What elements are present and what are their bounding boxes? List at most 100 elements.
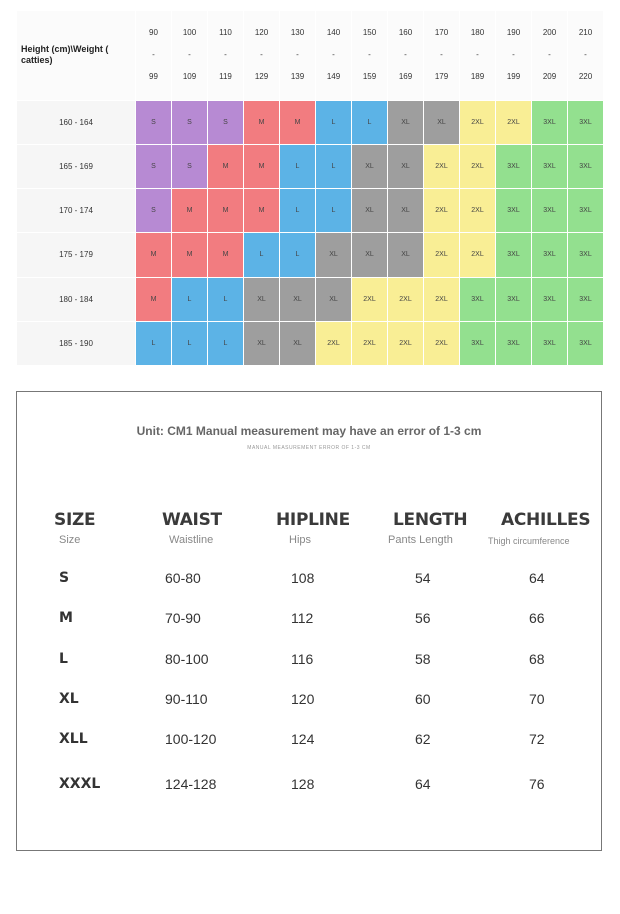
size-cell: XL <box>315 276 352 322</box>
size-cell: 3XL <box>495 187 532 234</box>
weight-to: 220 <box>578 72 593 82</box>
size-cell: 3XL <box>531 232 568 278</box>
size-label: L <box>59 651 68 667</box>
size-cell: XL <box>423 99 460 145</box>
size-cell: XL <box>351 187 388 234</box>
size-label: XLL <box>59 731 88 747</box>
size-cell: 2XL <box>423 143 460 190</box>
height-range-label: 185 - 190 <box>16 320 136 367</box>
hipline-value: 120 <box>291 691 315 707</box>
col-header-achilles: ACHILLES <box>501 510 591 530</box>
size-cell: 2XL <box>387 320 424 367</box>
weight-from: 100 <box>182 28 197 38</box>
size-cell: L <box>279 143 316 190</box>
col-header-length: LENGTH <box>393 510 468 530</box>
weight-range: 140 - 149 <box>315 10 352 101</box>
weight-range: 170 - 179 <box>423 10 460 101</box>
size-cell: 3XL <box>531 276 568 322</box>
weight-from: 160 <box>398 28 413 38</box>
achilles-value: 68 <box>529 651 545 667</box>
size-cell: 3XL <box>495 276 532 322</box>
grid-row: 185 - 190 L L L XL XL 2XL 2XL 2XL 2XL 3XL 3XL 3XL 3XL <box>16 320 604 367</box>
weight-from: 180 <box>470 28 485 38</box>
size-cell: XL <box>387 232 424 278</box>
waist-value: 100-120 <box>165 731 217 747</box>
weight-to: 109 <box>182 72 197 82</box>
size-cell: 2XL <box>351 276 388 322</box>
size-cell: L <box>135 320 172 367</box>
hipline-value: 128 <box>291 776 315 792</box>
size-cell: M <box>243 143 280 190</box>
weight-dash: - <box>224 50 227 60</box>
size-cell: XL <box>387 187 424 234</box>
size-cell: 3XL <box>531 320 568 367</box>
size-cell: S <box>135 99 172 145</box>
weight-to: 189 <box>470 72 485 82</box>
size-cell: S <box>135 187 172 234</box>
size-cell: S <box>207 99 244 145</box>
size-cell: M <box>207 232 244 278</box>
unit-note: Unit: CM1 Manual measurement may have an… <box>136 424 482 438</box>
weight-dash: - <box>548 50 551 60</box>
achilles-value: 66 <box>529 610 545 626</box>
length-value: 56 <box>415 610 431 626</box>
length-value: 60 <box>415 691 431 707</box>
size-label: S <box>59 570 70 586</box>
weight-dash: - <box>260 50 263 60</box>
weight-to: 209 <box>542 72 557 82</box>
weight-dash: - <box>512 50 515 60</box>
size-cell: L <box>279 232 316 278</box>
weight-from: 120 <box>254 28 269 38</box>
col-header-waist: WAIST <box>162 510 222 530</box>
measurement-card: Unit: CM1 Manual measurement may have an… <box>16 391 602 851</box>
height-range-label: 180 - 184 <box>16 276 136 322</box>
weight-to: 179 <box>434 72 449 82</box>
grid-corner-label: Height (cm)\Weight ( catties) <box>16 10 136 101</box>
weight-to: 129 <box>254 72 269 82</box>
height-range-label: 160 - 164 <box>16 99 136 145</box>
size-cell: XL <box>387 143 424 190</box>
size-cell: 3XL <box>459 320 496 367</box>
col-sub-size: Size <box>59 534 81 546</box>
weight-dash: - <box>188 50 191 60</box>
weight-to: 199 <box>506 72 521 82</box>
weight-from: 140 <box>326 28 341 38</box>
size-cell: 2XL <box>459 187 496 234</box>
weight-from: 170 <box>434 28 449 38</box>
size-cell: 3XL <box>531 99 568 145</box>
size-cell: L <box>207 320 244 367</box>
col-sub-achilles: Thigh circumference <box>488 536 570 546</box>
size-cell: 2XL <box>387 276 424 322</box>
weight-from: 90 <box>149 28 158 38</box>
size-cell: 3XL <box>531 187 568 234</box>
weight-dash: - <box>368 50 371 60</box>
size-grid: Height (cm)\Weight ( catties) 90 - 99 100 -… <box>16 10 604 367</box>
grid-row: 165 - 169 S S M M L L XL XL 2XL 2XL 3XL 3XL 3XL <box>16 143 604 190</box>
weight-to: 149 <box>326 72 341 82</box>
size-cell: XL <box>279 320 316 367</box>
size-cell: S <box>135 143 172 190</box>
weight-dash: - <box>404 50 407 60</box>
size-cell: 2XL <box>459 232 496 278</box>
col-header-size: SIZE <box>54 510 96 530</box>
weight-to: 159 <box>362 72 377 82</box>
size-cell: XL <box>387 99 424 145</box>
achilles-value: 64 <box>529 570 545 586</box>
achilles-value: 76 <box>529 776 545 792</box>
weight-range: 190 - 199 <box>495 10 532 101</box>
weight-from: 190 <box>506 28 521 38</box>
weight-range: 100 - 109 <box>171 10 208 101</box>
hipline-value: 124 <box>291 731 315 747</box>
size-cell: L <box>315 99 352 145</box>
size-cell: XL <box>279 276 316 322</box>
weight-from: 130 <box>290 28 305 38</box>
size-cell: M <box>243 187 280 234</box>
size-cell: XL <box>351 143 388 190</box>
col-header-hipline: HIPLINE <box>276 510 350 530</box>
grid-row: 175 - 179 M M M L L XL XL XL 2XL 2XL 3XL 3XL 3XL <box>16 232 604 278</box>
weight-range: 90 - 99 <box>135 10 172 101</box>
size-cell: 3XL <box>495 143 532 190</box>
size-cell: L <box>315 187 352 234</box>
size-cell: M <box>135 276 172 322</box>
size-cell: 2XL <box>423 232 460 278</box>
